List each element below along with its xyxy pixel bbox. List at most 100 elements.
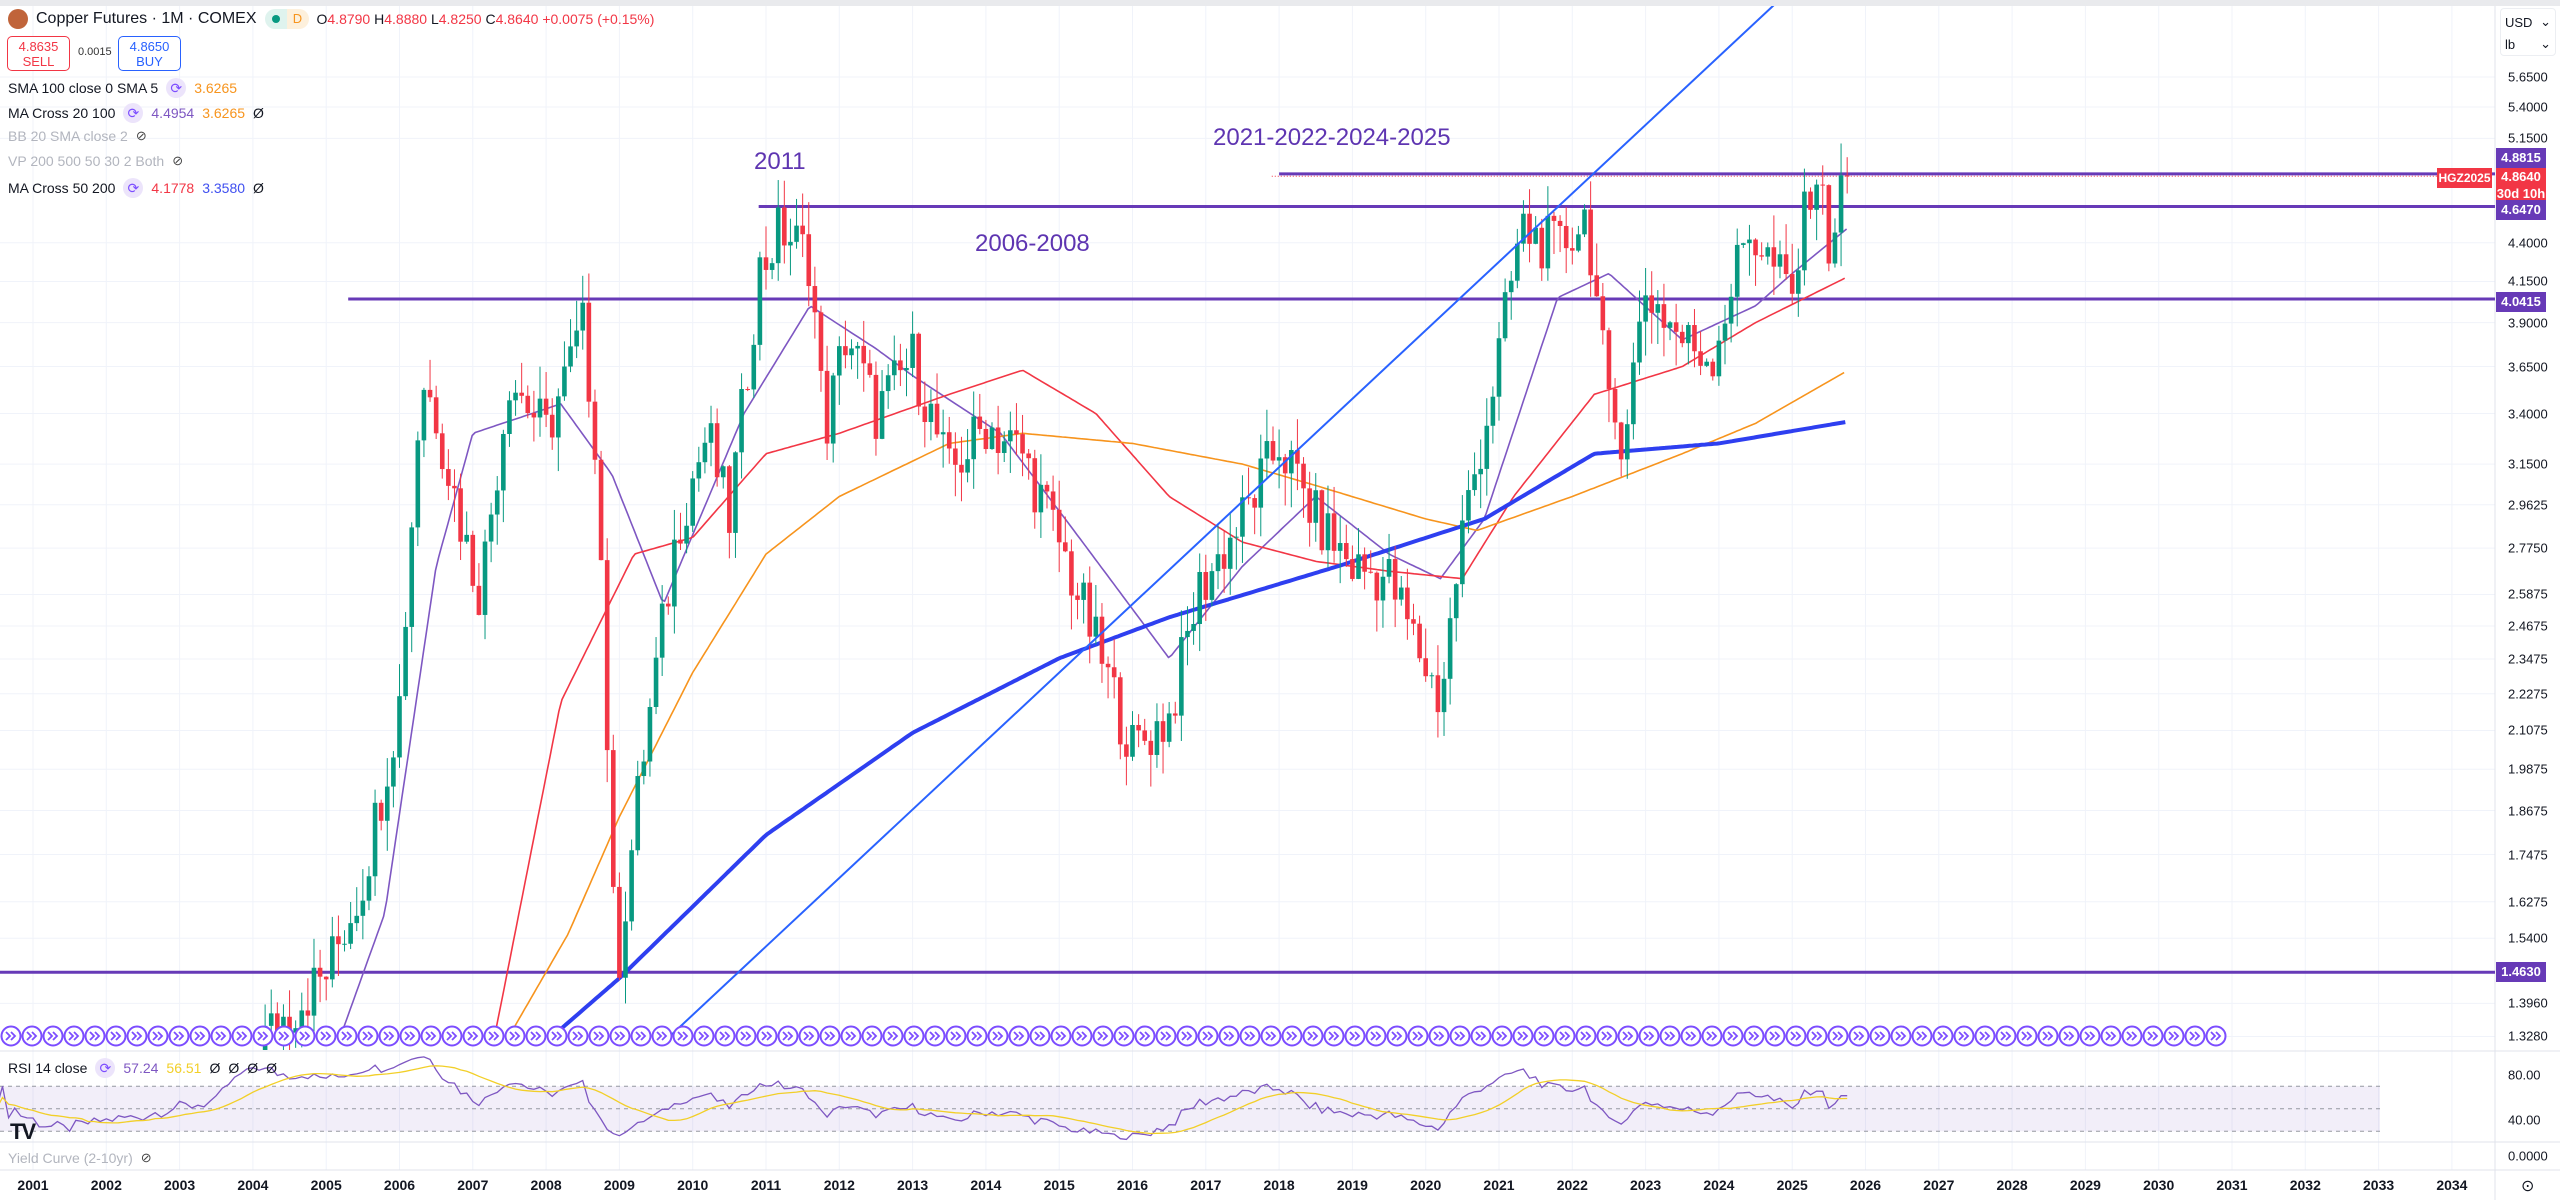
event-marker[interactable] (1638, 1025, 1660, 1047)
event-marker[interactable] (987, 1025, 1009, 1047)
event-marker[interactable] (1617, 1025, 1639, 1047)
event-marker[interactable] (630, 1025, 652, 1047)
event-marker[interactable] (924, 1025, 946, 1047)
event-marker[interactable] (1722, 1025, 1744, 1047)
event-marker[interactable] (1596, 1025, 1618, 1047)
event-marker[interactable] (1911, 1025, 1933, 1047)
event-marker[interactable] (1953, 1025, 1975, 1047)
event-marker[interactable] (1029, 1025, 1051, 1047)
unit-selector[interactable]: USD ⌄ lb ⌄ (2500, 8, 2556, 56)
sell-button[interactable]: 4.8635 SELL (7, 36, 70, 71)
event-marker[interactable] (1092, 1025, 1114, 1047)
event-marker[interactable] (1785, 1025, 1807, 1047)
event-marker[interactable] (1344, 1025, 1366, 1047)
event-marker[interactable] (1386, 1025, 1408, 1047)
settings-icon[interactable]: ⊙ (2521, 1178, 2535, 1195)
event-marker[interactable] (609, 1025, 631, 1047)
event-marker[interactable] (399, 1025, 421, 1047)
event-marker[interactable] (21, 1025, 43, 1047)
event-marker[interactable] (1512, 1025, 1534, 1047)
event-marker[interactable] (672, 1025, 694, 1047)
event-marker[interactable] (1428, 1025, 1450, 1047)
event-marker[interactable] (1554, 1025, 1576, 1047)
refresh-icon[interactable]: ⟳ (123, 103, 144, 123)
event-marker[interactable] (1848, 1025, 1870, 1047)
event-marker[interactable] (1491, 1025, 1513, 1047)
event-marker[interactable] (168, 1025, 190, 1047)
event-marker[interactable] (273, 1025, 295, 1047)
event-marker[interactable] (1218, 1025, 1240, 1047)
eye-off-icon[interactable]: ⊘ (135, 128, 147, 143)
event-marker[interactable] (2142, 1025, 2164, 1047)
event-marker[interactable] (1764, 1025, 1786, 1047)
event-marker[interactable] (819, 1025, 841, 1047)
indicator-bb[interactable]: BB 20 SMA close 2 ⊘ (8, 128, 147, 144)
event-marker[interactable] (1176, 1025, 1198, 1047)
annotation-2011[interactable]: 2011 (754, 148, 806, 175)
event-marker[interactable] (588, 1025, 610, 1047)
event-marker[interactable] (189, 1025, 211, 1047)
event-marker[interactable] (2121, 1025, 2143, 1047)
indicator-ma-cross-50-200[interactable]: MA Cross 50 200 ⟳ 4.1778 3.3580 Ø (8, 178, 264, 198)
event-marker[interactable] (1890, 1025, 1912, 1047)
event-marker[interactable] (861, 1025, 883, 1047)
event-marker[interactable] (777, 1025, 799, 1047)
event-marker[interactable] (2016, 1025, 2038, 1047)
event-marker[interactable] (1134, 1025, 1156, 1047)
event-marker[interactable] (966, 1025, 988, 1047)
event-marker[interactable] (210, 1025, 232, 1047)
event-marker[interactable] (1806, 1025, 1828, 1047)
event-marker[interactable] (105, 1025, 127, 1047)
event-marker[interactable] (2058, 1025, 2080, 1047)
event-marker[interactable] (1197, 1025, 1219, 1047)
event-marker[interactable] (357, 1025, 379, 1047)
event-marker[interactable] (84, 1025, 106, 1047)
market-status-badge[interactable]: D (264, 9, 309, 29)
event-marker[interactable] (1239, 1025, 1261, 1047)
event-marker[interactable] (2037, 1025, 2059, 1047)
event-marker[interactable] (714, 1025, 736, 1047)
currency-dropdown[interactable]: USD ⌄ (2505, 11, 2551, 33)
event-marker[interactable] (1470, 1025, 1492, 1047)
event-marker[interactable] (2163, 1025, 2185, 1047)
annotation-2006-2008[interactable]: 2006-2008 (975, 230, 1090, 257)
eye-off-icon[interactable]: ⊘ (140, 1150, 152, 1165)
event-marker[interactable] (798, 1025, 820, 1047)
unit-dropdown[interactable]: lb ⌄ (2505, 33, 2551, 55)
event-marker[interactable] (1449, 1025, 1471, 1047)
event-marker[interactable] (840, 1025, 862, 1047)
event-marker[interactable] (1407, 1025, 1429, 1047)
refresh-icon[interactable]: ⟳ (95, 1058, 116, 1078)
event-marker[interactable] (378, 1025, 400, 1047)
yield-curve-legend[interactable]: Yield Curve (2-10yr) ⊘ (8, 1150, 152, 1166)
event-marker[interactable] (1869, 1025, 1891, 1047)
event-marker[interactable] (2205, 1025, 2227, 1047)
event-marker[interactable] (1974, 1025, 1996, 1047)
event-marker[interactable] (1932, 1025, 1954, 1047)
event-marker[interactable] (1701, 1025, 1723, 1047)
event-marker[interactable] (1260, 1025, 1282, 1047)
event-marker[interactable] (567, 1025, 589, 1047)
event-marker[interactable] (1071, 1025, 1093, 1047)
event-marker[interactable] (735, 1025, 757, 1047)
event-marker[interactable] (1827, 1025, 1849, 1047)
event-marker[interactable] (756, 1025, 778, 1047)
event-marker[interactable] (231, 1025, 253, 1047)
refresh-icon[interactable]: ⟳ (166, 78, 187, 98)
event-marker[interactable] (2100, 1025, 2122, 1047)
indicator-ma-cross-20-100[interactable]: MA Cross 20 100 ⟳ 4.4954 3.6265 Ø (8, 103, 264, 123)
event-marker[interactable] (1050, 1025, 1072, 1047)
event-marker[interactable] (525, 1025, 547, 1047)
event-marker[interactable] (1743, 1025, 1765, 1047)
event-marker[interactable] (1281, 1025, 1303, 1047)
event-marker[interactable] (903, 1025, 925, 1047)
event-marker[interactable] (1155, 1025, 1177, 1047)
indicator-sma100[interactable]: SMA 100 close 0 SMA 5 ⟳ 3.6265 (8, 78, 237, 98)
event-marker[interactable] (546, 1025, 568, 1047)
tradingview-logo[interactable]: TV (10, 1119, 36, 1144)
symbol-legend[interactable]: Copper Futures · 1M · COMEX D O4.8790 H4… (8, 9, 654, 29)
event-marker[interactable] (42, 1025, 64, 1047)
event-marker[interactable] (462, 1025, 484, 1047)
event-marker[interactable] (63, 1025, 85, 1047)
